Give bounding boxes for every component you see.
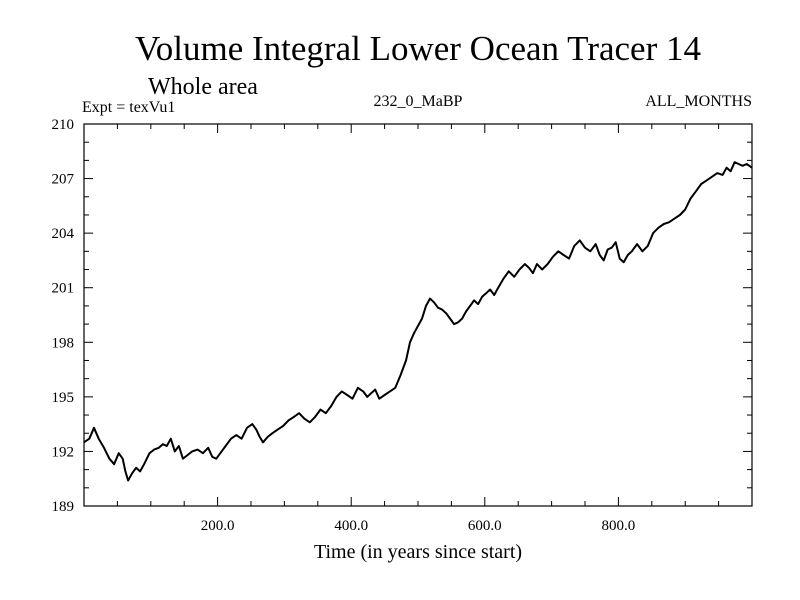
x-tick-label: 800.0 [602, 518, 636, 534]
x-tick-label: 400.0 [334, 518, 368, 534]
y-tick-label: 198 [52, 335, 75, 351]
period-label: ALL_MONTHS [645, 93, 752, 110]
y-tick-label: 201 [52, 281, 75, 297]
series-group [83, 161, 753, 482]
y-tick-label: 210 [52, 117, 75, 133]
x-axis-title: Time (in years since start) [314, 541, 522, 563]
chart-subtitle: Whole area [148, 74, 258, 100]
x-tick-label: 200.0 [201, 518, 235, 534]
y-tick-label: 189 [52, 499, 75, 515]
chart-title: Volume Integral Lower Ocean Tracer 14 [135, 29, 701, 68]
series-line-texVu1 [83, 161, 753, 482]
run-label: 232_0_MaBP [374, 93, 463, 110]
y-tick-label: 207 [52, 172, 75, 188]
axes: 189 192 195 198 201 204 207 210 200.0 400.0 600.0 8… [52, 117, 753, 534]
y-tick-label: 204 [52, 226, 75, 242]
y-tick-label: 195 [52, 390, 75, 406]
plot-frame [83, 123, 753, 507]
y-tick-label: 192 [52, 444, 75, 460]
experiment-label: Expt = texVu1 [82, 99, 175, 116]
x-tick-label: 600.0 [468, 518, 502, 534]
